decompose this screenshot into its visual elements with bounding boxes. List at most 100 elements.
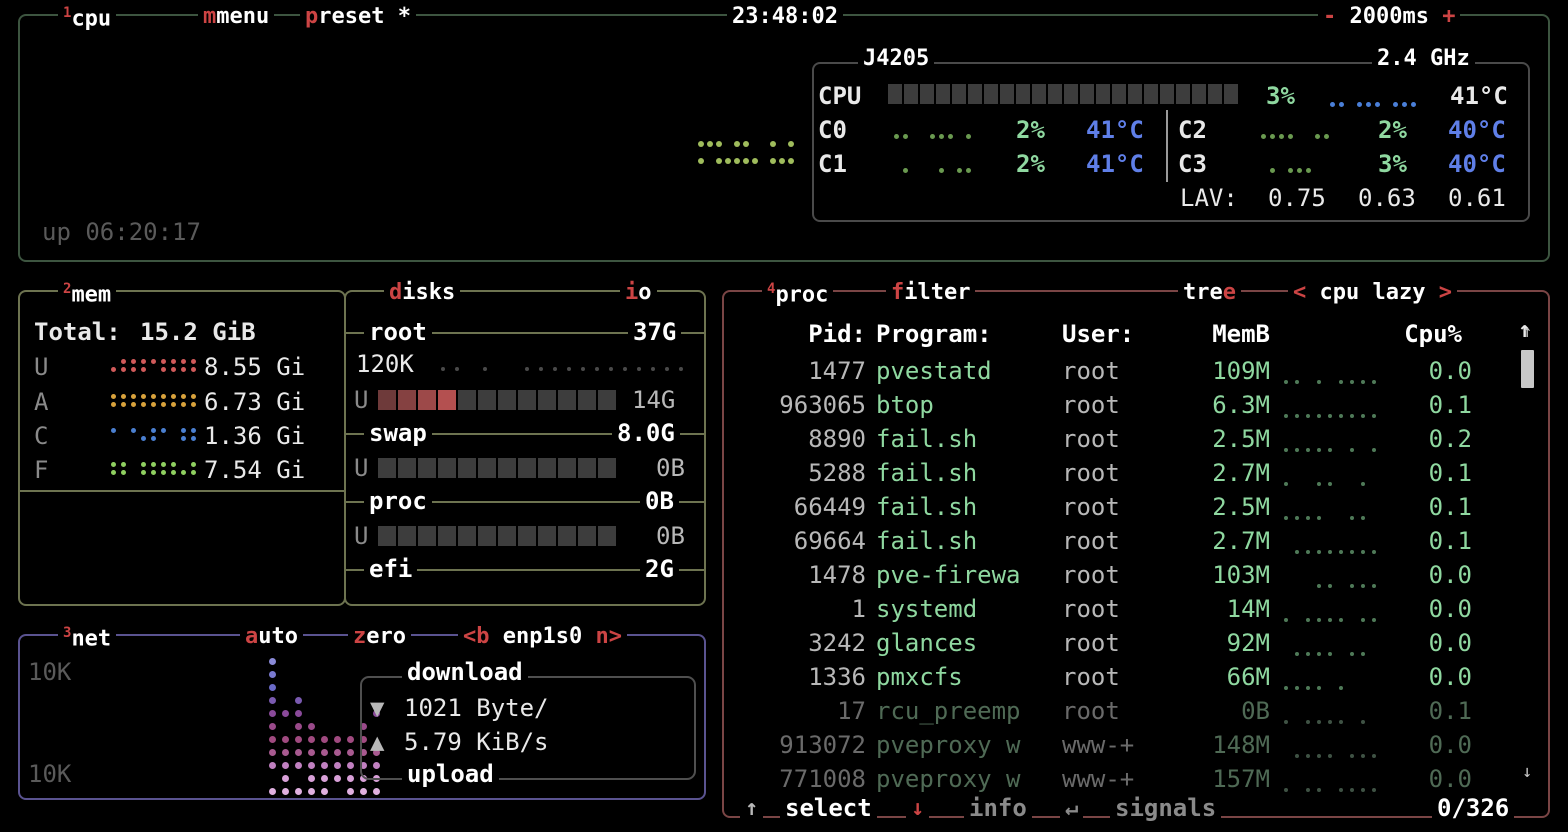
mem-row-available-graph <box>108 392 198 408</box>
net-box-label: net <box>71 626 112 652</box>
table-row[interactable]: 1336 pmxcfs root 66M 0.0 <box>748 660 1472 694</box>
footer-info-button[interactable]: info <box>964 796 1032 820</box>
sort-next-button[interactable]: > <box>1438 280 1452 305</box>
col-header-cpu[interactable]: Cpu% <box>1404 320 1462 348</box>
disk-proc-free: 0B <box>656 522 685 550</box>
cell-cpu-percent: 0.0 <box>1428 731 1472 759</box>
disks-box-title[interactable]: disks <box>384 282 461 304</box>
disk-efi-size: 2G <box>640 557 679 581</box>
cell-cpu-percent: 0.1 <box>1428 493 1472 521</box>
cell-program: rcu_preemp <box>876 697 1021 725</box>
core-column-divider <box>1166 110 1168 182</box>
disk-swap-size: 8.0G <box>612 421 680 445</box>
mem-row-free-value: 7.54 Gi <box>204 456 306 484</box>
col-header-spacer <box>1270 320 1390 348</box>
table-row[interactable]: 1478 pve-firewa root 103M 0.0 <box>748 558 1472 592</box>
disk-root-used-label: U <box>354 386 369 414</box>
tree-hotkey: e <box>1222 280 1236 305</box>
zero-hotkey: z <box>353 624 367 649</box>
disks-io-toggle[interactable]: io <box>620 282 657 304</box>
net-auto-toggle[interactable]: auto <box>240 626 303 648</box>
cell-cpu-graph <box>1270 752 1400 759</box>
cell-program: fail.sh <box>876 459 978 487</box>
net-scale-bottom: 10K <box>28 760 72 788</box>
net-box-title[interactable]: 3net <box>58 626 117 652</box>
cell-pid: 913072 <box>779 731 866 759</box>
core-3-label: C3 <box>1178 150 1207 178</box>
cell-user: root <box>1062 425 1120 453</box>
preset-button[interactable]: preset * <box>300 6 416 28</box>
cell-user: root <box>1062 357 1120 385</box>
scroll-down-icon[interactable]: ↓ <box>1522 762 1533 782</box>
cell-memb: 109M <box>1212 357 1270 385</box>
mem-row-free-graph <box>108 460 198 476</box>
footer-signals-button[interactable]: signals <box>1110 796 1222 820</box>
load-average-1m: 0.75 <box>1268 184 1326 212</box>
disk-root-free: 14G <box>632 386 676 414</box>
col-header-user[interactable]: User: <box>1062 320 1135 348</box>
col-header-memb[interactable]: MemB <box>1212 320 1270 348</box>
disk-swap-divider <box>346 433 704 435</box>
table-row[interactable]: 5288 fail.sh root 2.7M 0.1 <box>748 456 1472 490</box>
disk-proc-divider <box>346 501 704 503</box>
cell-cpu-graph <box>1270 684 1400 691</box>
decrease-interval-button[interactable]: - <box>1323 4 1337 29</box>
table-row[interactable]: 1477 pvestatd root 109M 0.0 <box>748 354 1472 388</box>
core-2-temp: 40°C <box>1448 116 1506 144</box>
cell-pid: 771008 <box>779 765 866 793</box>
core-0-label: C0 <box>818 116 847 144</box>
table-row[interactable]: 1 systemd root 14M 0.0 <box>748 592 1472 626</box>
menu-button[interactable]: mmenu <box>198 4 275 29</box>
net-zero-toggle[interactable]: zero <box>348 626 411 648</box>
proc-box-title[interactable]: 4proc <box>762 282 834 307</box>
increase-interval-button[interactable]: + <box>1442 4 1456 29</box>
table-row[interactable]: 8890 fail.sh root 2.5M 0.2 <box>748 422 1472 456</box>
filter-hotkey: f <box>891 280 905 305</box>
load-average-5m: 0.63 <box>1358 184 1416 212</box>
net-upload-value: 5.79 KiB/s <box>404 728 549 756</box>
net-download-value: 1021 Byte/ <box>404 694 549 722</box>
sort-direction-icon[interactable]: ↑ <box>1518 318 1532 343</box>
auto-hotkey: a <box>245 624 259 649</box>
next-interface-button[interactable]: n> <box>595 624 622 649</box>
net-upload-label: upload <box>402 762 499 786</box>
table-row[interactable]: 913072 pveproxy w www-+ 148M 0.0 <box>748 728 1472 762</box>
col-header-program[interactable]: Program: <box>876 320 992 348</box>
mem-divider <box>20 490 344 492</box>
auto-label: uto <box>258 624 298 649</box>
net-download-label: download <box>402 660 528 684</box>
cell-cpu-graph <box>1270 616 1400 623</box>
cell-cpu-percent: 0.1 <box>1428 697 1472 725</box>
table-row[interactable]: 69664 fail.sh root 2.7M 0.1 <box>748 524 1472 558</box>
net-interface-name: enp1s0 <box>502 624 583 649</box>
cell-cpu-percent: 0.0 <box>1428 765 1472 793</box>
table-row[interactable]: 3242 glances root 92M 0.0 <box>748 626 1472 660</box>
core-2-label: C2 <box>1178 116 1207 144</box>
scroll-up-icon[interactable]: ↑ <box>1522 322 1533 342</box>
mem-box-title[interactable]: 2mem <box>58 282 117 307</box>
cell-user: root <box>1062 595 1120 623</box>
cpu-box-title[interactable]: 1cpu <box>58 6 117 31</box>
mem-total-value: 15.2 GiB <box>140 318 256 346</box>
prev-interface-button[interactable]: <b <box>463 624 490 649</box>
table-row[interactable]: 66449 fail.sh root 2.5M 0.1 <box>748 490 1472 524</box>
col-header-pid[interactable]: Pid: <box>808 320 866 348</box>
proc-tree-toggle[interactable]: tree <box>1178 282 1241 304</box>
cpu-total-percent: 3% <box>1266 82 1295 110</box>
disk-proc-used-label: U <box>354 522 369 550</box>
io-label: o <box>638 280 652 305</box>
proc-sort-selector[interactable]: < cpu lazy > <box>1288 282 1457 304</box>
net-interface-selector[interactable]: <b enp1s0 n> <box>458 626 627 648</box>
table-row[interactable]: 963065 btop root 6.3M 0.1 <box>748 388 1472 422</box>
cell-pid: 17 <box>837 697 866 725</box>
tree-label: tre <box>1183 280 1223 305</box>
menu-hotkey: m <box>203 4 217 29</box>
cell-memb: 148M <box>1212 731 1270 759</box>
table-row[interactable]: 17 rcu_preemp root 0B 0.1 <box>748 694 1472 728</box>
table-row[interactable]: 771008 pveproxy w www-+ 157M 0.0 <box>748 762 1472 796</box>
cell-user: root <box>1062 459 1120 487</box>
sort-prev-button[interactable]: < <box>1293 280 1307 305</box>
proc-filter-button[interactable]: filter <box>886 280 976 305</box>
scrollbar-thumb[interactable] <box>1521 350 1534 388</box>
update-interval-control[interactable]: - 2000ms + <box>1318 4 1461 29</box>
